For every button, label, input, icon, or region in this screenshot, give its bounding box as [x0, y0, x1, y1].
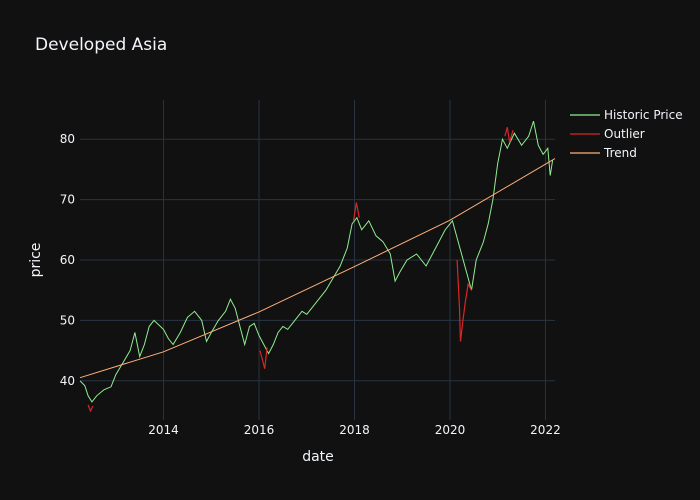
y-tick-label: 50: [60, 313, 75, 327]
y-tick-label: 80: [60, 132, 75, 146]
y-tick-label: 60: [60, 253, 75, 267]
series-line-outlier[interactable]: [87, 404, 94, 413]
x-axis-ticks: 2014 2016 2018 2020 2022: [148, 423, 560, 437]
x-tick-label: 2020: [435, 423, 466, 437]
legend[interactable]: Historic Price Outlier Trend: [570, 108, 683, 160]
x-tick-label: 2018: [339, 423, 370, 437]
x-tick-label: 2022: [530, 423, 561, 437]
series-line-outlier[interactable]: [352, 202, 360, 221]
series-line-outlier[interactable]: [504, 127, 514, 143]
x-axis-title: date: [302, 449, 334, 465]
y-axis-title: price: [28, 243, 44, 278]
series-line-historic-price[interactable]: [79, 120, 554, 403]
series-line-outlier[interactable]: [259, 347, 268, 369]
series-line-outlier[interactable]: [456, 259, 473, 342]
legend-label-outlier[interactable]: Outlier: [604, 127, 645, 141]
y-tick-label: 70: [60, 193, 75, 207]
series-line-trend[interactable]: [79, 158, 556, 379]
x-tick-label: 2016: [244, 423, 275, 437]
plot-area: [79, 120, 556, 413]
legend-label-historic-price[interactable]: Historic Price: [604, 108, 683, 122]
y-tick-label: 40: [60, 374, 75, 388]
x-tick-label: 2014: [148, 423, 179, 437]
grid: [80, 100, 555, 420]
legend-label-trend[interactable]: Trend: [603, 146, 637, 160]
y-axis-ticks: 40 50 60 70 80: [60, 132, 75, 388]
chart-title: Developed Asia: [35, 35, 167, 55]
